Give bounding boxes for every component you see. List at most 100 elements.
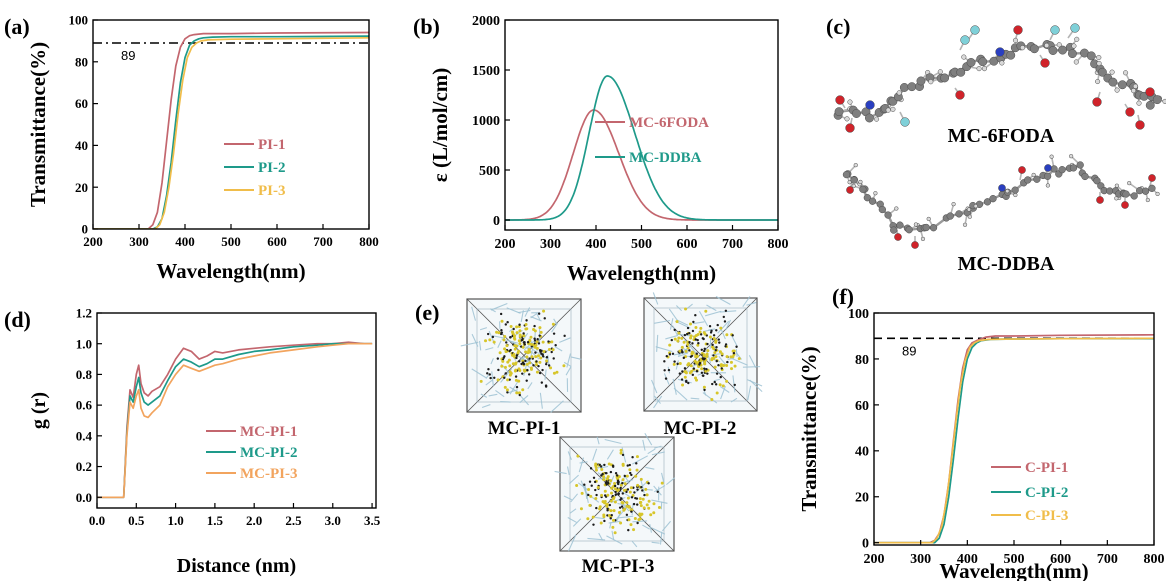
molecule-atom [960, 35, 970, 45]
box-atom [500, 331, 504, 334]
box-atom [518, 391, 522, 395]
box-atom [500, 319, 504, 323]
y-tick-label: 0.0 [76, 490, 92, 505]
molecule-atom [962, 222, 968, 227]
box-atom [632, 528, 636, 532]
molecule-atom [873, 116, 880, 122]
box-strand [532, 349, 549, 360]
box-strand [717, 320, 730, 334]
molecule-atom [920, 236, 926, 242]
rdf-chart-d: 0.0 0.5 1.0 1.5 2.0 2.5 3.0 3.5 0.0 0.2 0.4 0.6 0.8 1… [28, 306, 381, 577]
molecule-atom [1005, 188, 1010, 194]
box-atom [545, 356, 549, 359]
box-atom [635, 462, 638, 465]
molecule-atom [1093, 177, 1101, 185]
box-atom [702, 385, 706, 389]
box-atom [630, 496, 634, 499]
box-atom [614, 490, 617, 494]
box-atom [527, 348, 531, 352]
molecule-atom [894, 233, 902, 241]
box-atom [709, 331, 713, 334]
x-tick-label: 400 [586, 237, 607, 252]
box-atom [504, 372, 507, 375]
box-atom [703, 362, 707, 366]
box-atom [673, 337, 677, 341]
box-atom [618, 506, 622, 509]
molecule-atom [940, 73, 950, 83]
box-atom [533, 324, 536, 328]
box-strand [595, 516, 605, 520]
box-strand [491, 335, 506, 339]
box-strand [653, 395, 663, 409]
molecule-atom [1006, 50, 1016, 60]
box-atom [589, 467, 593, 470]
box-atom [688, 341, 691, 344]
box-atom [517, 379, 521, 383]
box-strand [632, 520, 648, 523]
box-atom [688, 322, 692, 326]
x-tick-label: 0.0 [89, 513, 105, 528]
box-strand [479, 327, 488, 331]
box-strand [527, 382, 533, 390]
box-atom [539, 330, 543, 334]
box-strand [523, 339, 536, 351]
box-strand [677, 378, 692, 384]
box-atom [515, 331, 519, 335]
box-strand [616, 479, 634, 486]
box-atom [626, 496, 630, 500]
molecule-atom [978, 57, 988, 67]
box-atom [688, 349, 691, 352]
molecule-atom [852, 109, 861, 118]
box-atom [550, 340, 554, 344]
box-atom [672, 362, 676, 366]
box-atom [537, 354, 541, 358]
x-axis-title-d: Distance (nm) [177, 555, 296, 577]
box-atom [629, 523, 633, 527]
box-atom [563, 334, 566, 338]
molecule-atom [1020, 45, 1026, 51]
box-atom [528, 361, 532, 365]
box-strand [713, 378, 721, 382]
box-atom [605, 502, 609, 506]
box-strand [550, 400, 564, 413]
box-atom [684, 307, 688, 311]
box-atom [691, 329, 695, 333]
box-atom [533, 337, 536, 340]
box-atom [488, 373, 491, 376]
box-atom [676, 339, 680, 343]
box-label-mc-pi-2: MC-PI-2 [664, 418, 737, 439]
box-atom [627, 518, 631, 522]
series-line-mc-pi-3 [97, 342, 373, 499]
box-strand [727, 357, 735, 360]
box-atom [677, 331, 681, 335]
molecule-atom [1043, 172, 1052, 180]
series-line-mc-pi-1 [97, 341, 373, 499]
box-atom [526, 340, 530, 344]
box-atom [649, 513, 653, 517]
molecule-atom [995, 47, 1005, 57]
box-atom [529, 342, 533, 346]
box-strand [554, 470, 567, 475]
box-atom [645, 503, 649, 507]
box-atom [610, 491, 614, 495]
box-atom [609, 479, 613, 483]
x-tick-label: 800 [359, 234, 379, 249]
box-atom [706, 372, 709, 375]
box-atom [711, 343, 714, 347]
box-atom [496, 378, 500, 382]
box-strand [471, 368, 487, 379]
box-atom [682, 340, 686, 344]
box-atom [697, 365, 701, 369]
box-atom [551, 322, 555, 326]
box-strand [746, 301, 757, 306]
box-atom [541, 340, 545, 344]
box-atom [521, 388, 525, 392]
box-atom [630, 510, 633, 513]
box-strand [698, 310, 709, 327]
box-strand [666, 477, 676, 486]
box-strand [587, 537, 606, 541]
box-strand [676, 319, 689, 326]
y-tick-label: 60 [855, 399, 869, 414]
molecule-atom [956, 67, 966, 77]
molecule-atom [858, 179, 863, 185]
